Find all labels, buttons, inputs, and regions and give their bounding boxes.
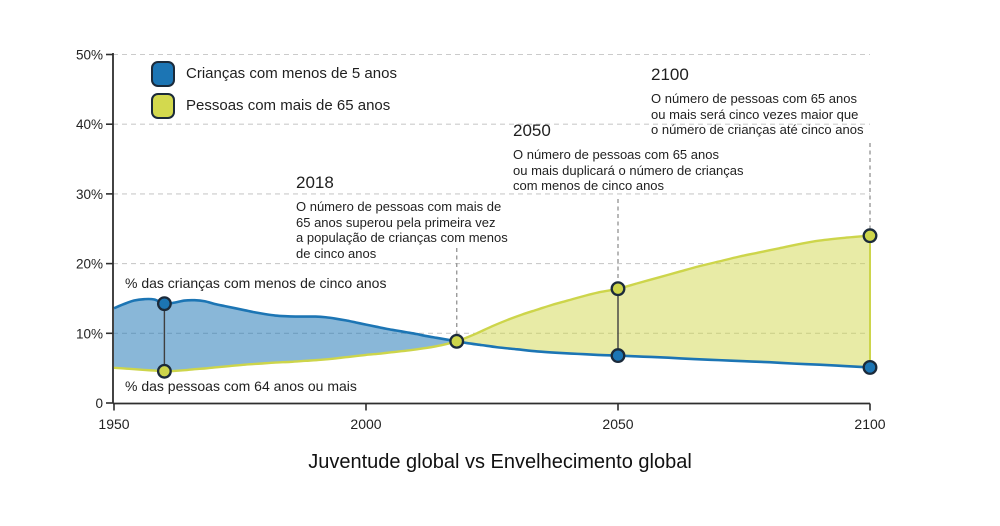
chart-title: Juventude global vs Envelhecimento globa… xyxy=(308,451,692,473)
marker-dot xyxy=(610,348,626,364)
legend-item-children: Crianças com menos de 5 anos xyxy=(151,60,397,87)
y-tick-label: 20% xyxy=(76,257,103,272)
marker-dot xyxy=(156,363,172,379)
line-elderly xyxy=(113,234,871,373)
marker-dot xyxy=(862,360,878,375)
legend-item-elderly: Pessoas com mais de 65 anos xyxy=(151,92,397,119)
annotation-2100: 2100 O número de pessoas com 65 anos ou … xyxy=(651,65,863,138)
area-children xyxy=(114,298,457,372)
legend-label-children: Crianças com menos de 5 anos xyxy=(186,65,397,82)
annotation-2100-body: O número de pessoas com 65 anos ou mais … xyxy=(651,91,864,138)
x-tick-label: 1950 xyxy=(98,416,129,432)
marker-dot xyxy=(862,228,878,244)
series-label-children: % das crianças com menos de cinco anos xyxy=(125,275,387,291)
area-elderly xyxy=(456,235,870,368)
legend: Crianças com menos de 5 anos Pessoas com… xyxy=(151,60,397,125)
legend-swatch-children xyxy=(151,60,175,87)
marker-dot xyxy=(156,296,172,312)
x-tick-label: 2100 xyxy=(854,416,885,432)
annotation-2050: 2050 O número de pessoas com 65 anos ou … xyxy=(513,121,744,194)
x-tick-label: 2050 xyxy=(602,416,633,432)
annotation-2018: 2018 O número de pessoas com mais de 65 … xyxy=(296,173,508,261)
annotation-2018-body: O número de pessoas com mais de 65 anos … xyxy=(296,199,508,261)
y-tick-label: 0 xyxy=(95,396,103,411)
annotation-2100-heading: 2100 xyxy=(651,65,689,84)
legend-swatch-elderly xyxy=(151,92,175,119)
annotation-2050-heading: 2050 xyxy=(513,121,551,140)
marker-dot xyxy=(449,333,465,349)
annotation-2050-body: O número de pessoas com 65 anos ou mais … xyxy=(513,147,744,194)
line-children xyxy=(113,297,871,369)
y-tick-label: 30% xyxy=(76,187,103,202)
y-tick-label: 40% xyxy=(76,117,103,132)
y-tick-label: 50% xyxy=(76,48,103,63)
series-label-elderly: % das pessoas com 64 anos ou mais xyxy=(125,378,357,394)
legend-label-elderly: Pessoas com mais de 65 anos xyxy=(186,97,391,114)
annotation-2018-heading: 2018 xyxy=(296,173,334,192)
x-tick-label: 2000 xyxy=(350,416,381,432)
y-tick-label: 10% xyxy=(76,326,103,341)
marker-dot xyxy=(610,281,626,297)
